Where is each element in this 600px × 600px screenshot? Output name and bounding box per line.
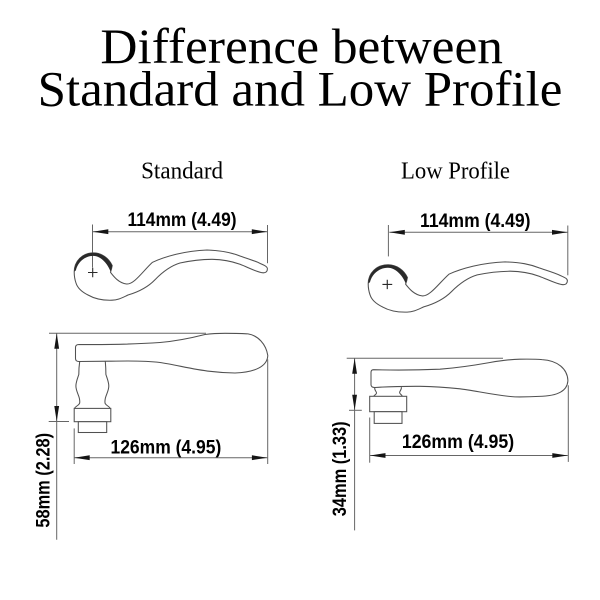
svg-text:Standard and Low Profile: Standard and Low Profile: [38, 61, 563, 117]
svg-text:58mm (2.28): 58mm (2.28): [34, 433, 55, 528]
svg-text:114mm (4.49): 114mm (4.49): [420, 211, 531, 232]
svg-text:Low Profile: Low Profile: [401, 157, 510, 184]
svg-text:114mm (4.49): 114mm (4.49): [127, 210, 236, 231]
svg-text:126mm (4.95): 126mm (4.95): [110, 437, 221, 458]
svg-text:126mm (4.95): 126mm (4.95): [402, 432, 514, 453]
svg-text:34mm (1.33): 34mm (1.33): [330, 421, 351, 516]
svg-text:Difference between: Difference between: [100, 18, 503, 74]
svg-text:Standard: Standard: [141, 157, 223, 184]
